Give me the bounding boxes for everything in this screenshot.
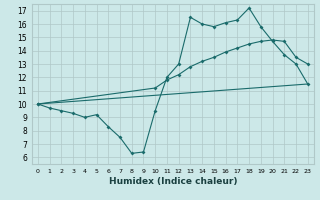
X-axis label: Humidex (Indice chaleur): Humidex (Indice chaleur) <box>108 177 237 186</box>
